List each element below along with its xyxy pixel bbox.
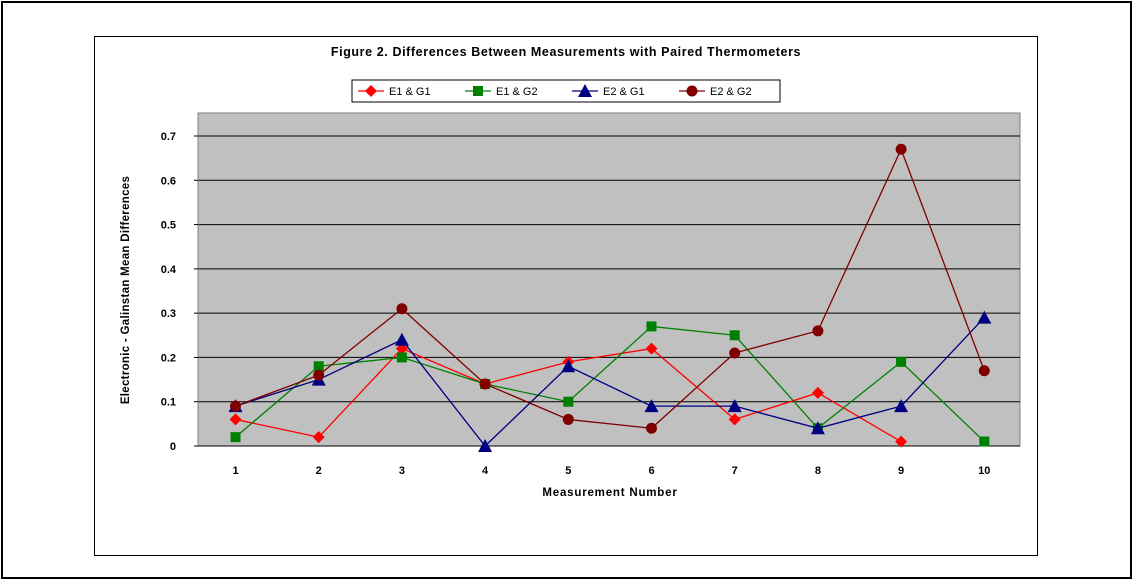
legend-label: E2 & G2 [710, 86, 752, 98]
series-e2-g2 [230, 143, 990, 434]
y-tick-label: 0.7 [161, 131, 176, 143]
data-point [313, 369, 325, 381]
y-tick-label: 0 [170, 441, 176, 453]
data-point [313, 361, 324, 372]
legend-marker [473, 86, 483, 96]
x-tick-label: 5 [565, 465, 571, 477]
data-point [810, 421, 825, 435]
data-point [396, 303, 408, 315]
data-point [812, 325, 824, 337]
legend-item: E1 & G1 [358, 85, 431, 98]
data-point [312, 431, 325, 444]
data-point [895, 435, 908, 448]
data-point [894, 399, 909, 413]
series-lines [228, 143, 992, 452]
data-point [561, 359, 576, 373]
y-tick-label: 0.5 [161, 220, 176, 232]
legend-label: E1 & G2 [496, 86, 538, 98]
x-axis: 1 2 3 4 5 6 7 8 9 10 [198, 445, 1020, 477]
x-tick-label: 3 [399, 465, 405, 477]
data-point [979, 436, 990, 447]
y-tick-label: 0.4 [161, 264, 177, 276]
data-point [729, 347, 741, 359]
series-line [235, 325, 985, 443]
data-point [978, 365, 990, 377]
legend-marker [686, 85, 698, 97]
legend-item: E2 & G1 [572, 84, 645, 98]
y-tick-label: 0.6 [161, 175, 176, 187]
data-point [646, 321, 657, 332]
series-line [235, 147, 985, 429]
x-tick-label: 6 [648, 465, 654, 477]
y-axis-label: Electronic - Galinstan Mean Differences [120, 176, 132, 404]
data-point [562, 413, 574, 425]
data-point [727, 399, 742, 413]
x-tick-label: 1 [232, 465, 238, 477]
series-e2-g1 [228, 310, 992, 452]
legend-box [351, 79, 781, 103]
data-point [977, 310, 992, 324]
legend-marker [365, 85, 377, 97]
data-point [646, 422, 657, 434]
y-tick-label: 0.1 [161, 397, 176, 409]
x-tick-label: 7 [732, 465, 738, 477]
x-tick-label: 8 [815, 465, 821, 477]
chart-legend: E1 & G1 E1 & G2 E2 & G1 E2 & G2 [351, 79, 781, 103]
data-point [644, 399, 659, 413]
data-point [479, 378, 491, 390]
legend-item: E1 & G2 [465, 86, 538, 98]
x-tick-label: 2 [316, 465, 322, 477]
legend-item: E2 & G2 [679, 85, 752, 98]
y-tick-label: 0.2 [161, 352, 176, 364]
data-point [478, 439, 493, 452]
series-line [235, 317, 985, 447]
data-point [645, 342, 658, 355]
data-point [229, 413, 242, 426]
y-tick-label: 0.3 [161, 308, 176, 320]
legend-label: E2 & G1 [603, 86, 645, 98]
data-point [563, 396, 574, 407]
data-point [729, 330, 740, 341]
chart-title: Figure 2. Differences Between Measuremen… [331, 45, 801, 59]
data-point [811, 386, 824, 399]
data-point [394, 332, 409, 346]
y-axis: 0 0.1 0.2 0.3 0.4 0.5 0.6 0.7 [161, 113, 199, 453]
gridlines [198, 135, 1020, 403]
legend-label: E1 & G1 [389, 86, 431, 98]
x-tick-label: 4 [482, 465, 489, 477]
x-axis-label: Measurement Number [542, 487, 677, 499]
data-point [895, 143, 907, 155]
data-point [230, 432, 241, 443]
data-point [230, 400, 241, 412]
legend-marker [578, 84, 592, 97]
x-tick-label: 10 [978, 465, 990, 477]
data-point [896, 356, 907, 367]
data-point [728, 413, 741, 426]
x-tick-label: 9 [898, 465, 904, 477]
plot-area [197, 112, 1021, 447]
data-point [396, 352, 407, 363]
